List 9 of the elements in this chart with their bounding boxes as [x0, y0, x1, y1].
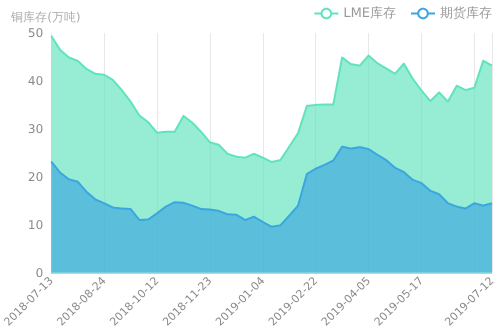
y-tick-label: 20 — [28, 170, 44, 184]
y-tick-label: 50 — [28, 26, 44, 40]
legend-label: LME库存 — [343, 6, 396, 21]
y-axis-title: 铜库存(万吨) — [10, 10, 81, 24]
legend-label: 期货库存 — [440, 6, 492, 21]
y-tick-label: 40 — [28, 74, 44, 88]
y-tick-label: 0 — [36, 266, 44, 280]
y-tick-label: 10 — [28, 218, 44, 232]
y-tick-label: 30 — [28, 122, 44, 136]
